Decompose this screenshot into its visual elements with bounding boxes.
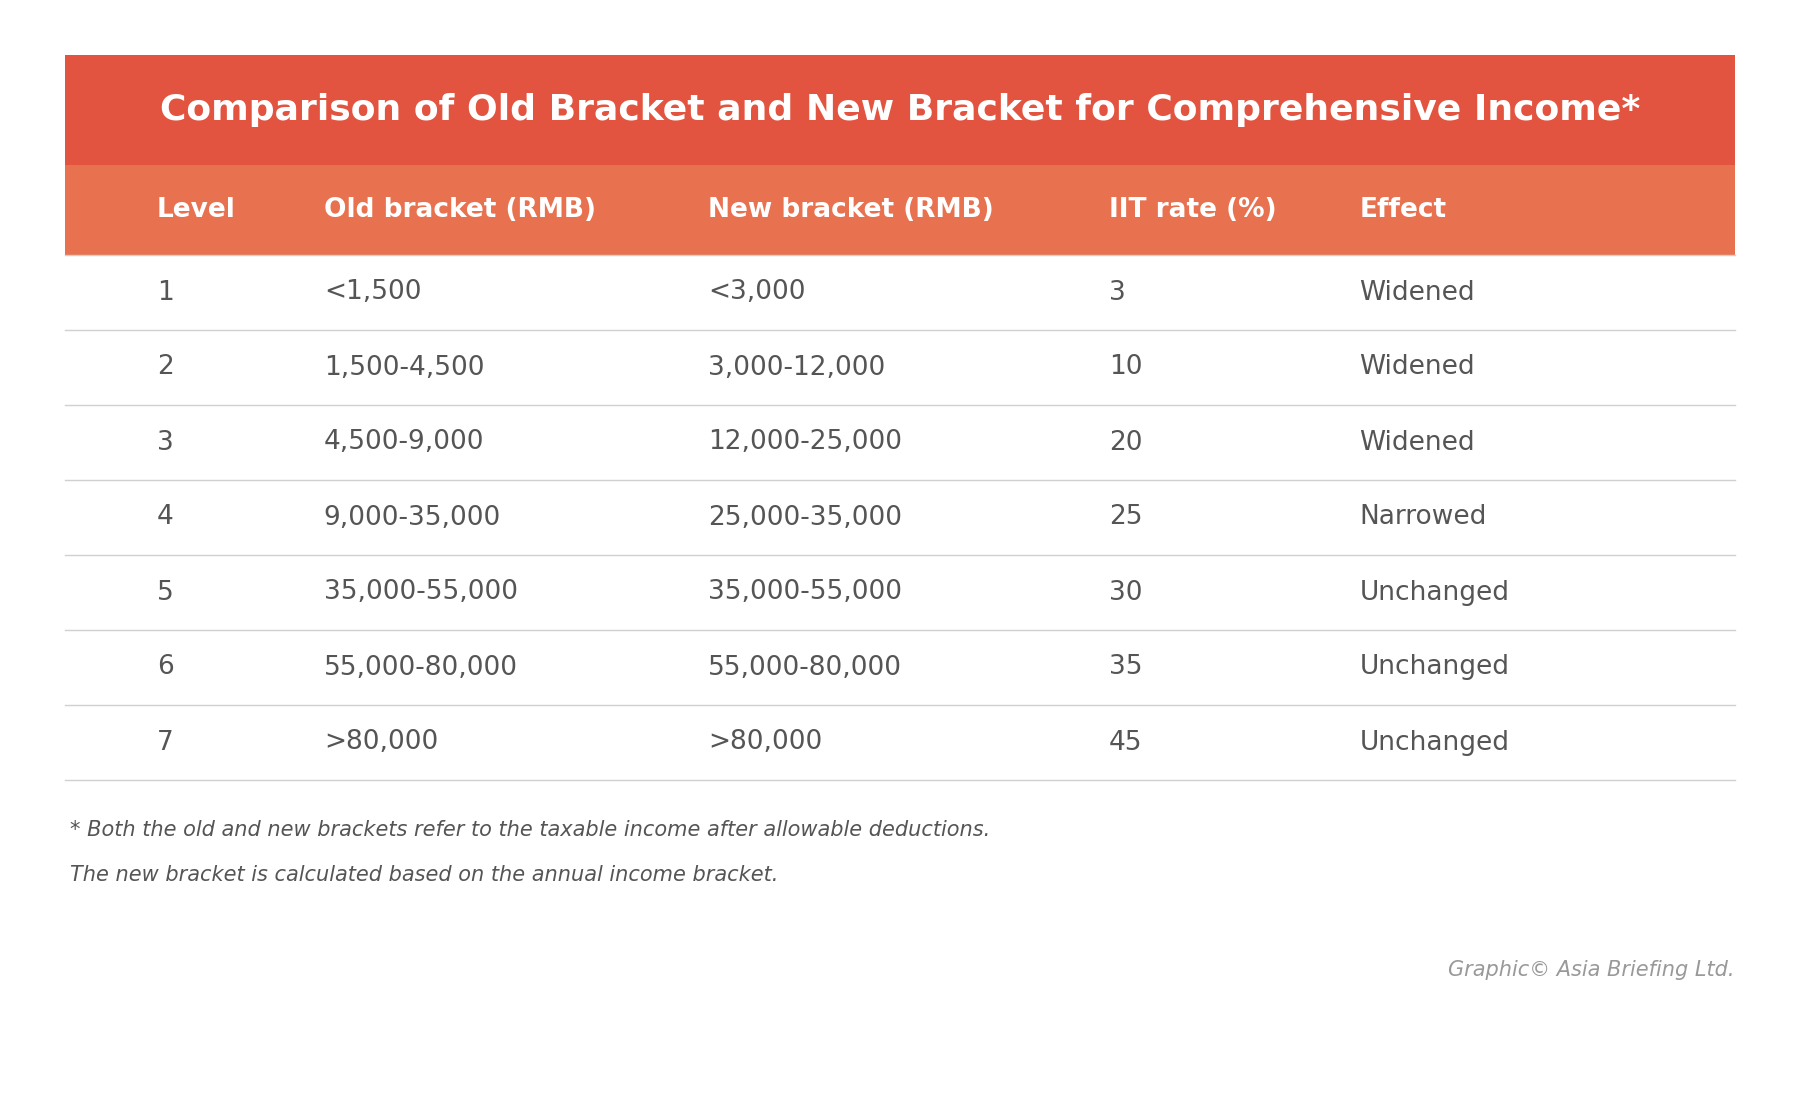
- Text: 6: 6: [157, 655, 173, 681]
- Text: Comparison of Old Bracket and New Bracket for Comprehensive Income*: Comparison of Old Bracket and New Bracke…: [160, 93, 1640, 127]
- Text: 5: 5: [157, 579, 173, 606]
- Bar: [65, 330, 1735, 406]
- Text: 2: 2: [157, 354, 173, 380]
- Text: Widened: Widened: [1359, 280, 1474, 306]
- Text: >80,000: >80,000: [707, 729, 823, 755]
- Text: Level: Level: [157, 197, 236, 223]
- Text: >80,000: >80,000: [324, 729, 437, 755]
- Text: 55,000-80,000: 55,000-80,000: [324, 655, 518, 681]
- Bar: [65, 406, 1735, 480]
- Text: Effect: Effect: [1359, 197, 1447, 223]
- Text: 1,500-4,500: 1,500-4,500: [324, 354, 484, 380]
- Text: Narrowed: Narrowed: [1359, 505, 1487, 530]
- Text: 25,000-35,000: 25,000-35,000: [707, 505, 902, 530]
- Text: <3,000: <3,000: [707, 280, 805, 306]
- Text: 55,000-80,000: 55,000-80,000: [707, 655, 902, 681]
- Bar: [65, 165, 1735, 255]
- Text: Widened: Widened: [1359, 430, 1474, 456]
- Text: 35,000-55,000: 35,000-55,000: [707, 579, 902, 606]
- Bar: [65, 55, 1735, 165]
- Text: 3,000-12,000: 3,000-12,000: [707, 354, 886, 380]
- Text: 12,000-25,000: 12,000-25,000: [707, 430, 902, 456]
- Text: 45: 45: [1109, 729, 1143, 755]
- Text: 9,000-35,000: 9,000-35,000: [324, 505, 500, 530]
- Bar: [65, 480, 1735, 555]
- Text: The new bracket is calculated based on the annual income bracket.: The new bracket is calculated based on t…: [70, 865, 778, 885]
- Text: 3: 3: [1109, 280, 1125, 306]
- Text: IIT rate (%): IIT rate (%): [1109, 197, 1276, 223]
- Text: 30: 30: [1109, 579, 1143, 606]
- Text: Unchanged: Unchanged: [1359, 579, 1508, 606]
- Text: 35: 35: [1109, 655, 1143, 681]
- Text: Widened: Widened: [1359, 354, 1474, 380]
- Bar: [65, 255, 1735, 330]
- Text: 1: 1: [157, 280, 173, 306]
- Text: 25: 25: [1109, 505, 1143, 530]
- Text: 3: 3: [157, 430, 173, 456]
- Text: 4: 4: [157, 505, 173, 530]
- Text: Graphic© Asia Briefing Ltd.: Graphic© Asia Briefing Ltd.: [1449, 960, 1735, 980]
- Text: * Both the old and new brackets refer to the taxable income after allowable dedu: * Both the old and new brackets refer to…: [70, 820, 990, 841]
- Polygon shape: [938, 461, 1130, 630]
- Bar: [65, 705, 1735, 780]
- Text: Old bracket (RMB): Old bracket (RMB): [324, 197, 596, 223]
- Bar: [65, 630, 1735, 705]
- Text: <1,500: <1,500: [324, 280, 421, 306]
- Text: Unchanged: Unchanged: [1359, 655, 1508, 681]
- Text: 20: 20: [1109, 430, 1143, 456]
- Text: 4,500-9,000: 4,500-9,000: [324, 430, 484, 456]
- Text: New bracket (RMB): New bracket (RMB): [707, 197, 994, 223]
- Bar: [65, 555, 1735, 630]
- Text: 35,000-55,000: 35,000-55,000: [324, 579, 518, 606]
- Polygon shape: [938, 406, 1130, 574]
- Text: 10: 10: [1109, 354, 1143, 380]
- Text: 7: 7: [157, 729, 173, 755]
- Text: Unchanged: Unchanged: [1359, 729, 1508, 755]
